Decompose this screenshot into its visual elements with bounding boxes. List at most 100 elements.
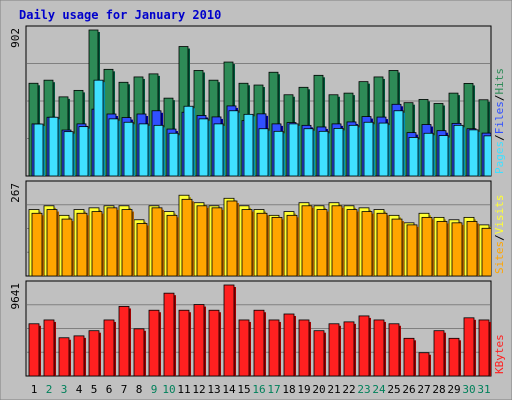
bar-kbytes-day-31 [478, 319, 490, 376]
x-tick-label-day-26: 26 [402, 383, 415, 396]
bar-kbytes-day-25 [388, 323, 400, 376]
bar-kbytes-day-17 [268, 319, 280, 376]
bar-sites-day-9 [151, 207, 163, 276]
bar-kbytes-day-30 [463, 317, 475, 376]
bar-sites-day-4 [76, 212, 88, 276]
bar-pages-day-28 [438, 135, 449, 176]
bar-sites-day-12 [196, 205, 208, 276]
x-tick-label-day-4: 4 [76, 383, 83, 396]
x-tick-label-day-3: 3 [61, 383, 68, 396]
bar-kbytes-day-5 [88, 330, 100, 376]
bar-kbytes-day-27 [418, 352, 430, 376]
x-tick-label-day-12: 12 [192, 383, 205, 396]
panel-legend: Pages/Files/Hits [493, 68, 506, 174]
bar-pages-day-17 [273, 130, 284, 176]
bar-kbytes-day-9 [148, 309, 160, 376]
chart-title: Daily usage for January 2010 [19, 8, 221, 22]
x-tick-label-day-5: 5 [91, 383, 98, 396]
x-tick-label-day-23: 23 [357, 383, 370, 396]
x-tick-label-day-15: 15 [237, 383, 250, 396]
bar-sites-day-22 [346, 209, 358, 276]
panel-kbytes: 9641 KBytes [9, 280, 506, 377]
bar-kbytes-day-22 [343, 321, 355, 376]
panel-bars [28, 29, 491, 176]
bar-kbytes-day-19 [298, 319, 310, 376]
bar-sites-day-11 [181, 198, 193, 276]
bar-kbytes-day-21 [328, 323, 340, 376]
panel-legend: Sites/Visits [493, 195, 506, 275]
bar-pages-day-1 [33, 123, 44, 176]
bar-pages-day-8 [138, 123, 149, 176]
bar-sites-day-14 [226, 200, 238, 276]
bar-hits-day-20 [313, 74, 324, 176]
bar-kbytes-day-15 [238, 319, 250, 376]
bar-sites-day-24 [376, 212, 388, 276]
bar-kbytes-day-20 [313, 330, 325, 376]
bar-pages-day-11 [183, 105, 194, 176]
bar-sites-day-2 [46, 209, 58, 276]
bar-sites-day-1 [31, 212, 43, 276]
bar-kbytes-day-4 [73, 335, 85, 376]
bar-kbytes-day-12 [193, 304, 205, 376]
legend-entry-visits: Visits [493, 195, 506, 235]
bar-kbytes-day-7 [118, 306, 130, 376]
bar-kbytes-day-23 [358, 315, 370, 376]
legend-separator: / [493, 134, 506, 141]
bar-pages-day-12 [198, 118, 209, 176]
bar-sites-day-17 [271, 216, 283, 276]
bar-kbytes-day-1 [28, 323, 40, 376]
bar-sites-day-19 [301, 205, 313, 276]
panel-scale-label: 902 [9, 28, 22, 48]
legend-separator: / [493, 95, 506, 102]
bar-kbytes-day-28 [433, 330, 445, 376]
x-tick-label-day-7: 7 [121, 383, 128, 396]
bar-sites-day-8 [136, 223, 148, 276]
bar-sites-day-5 [91, 211, 103, 276]
bar-sites-day-30 [466, 221, 478, 276]
bar-pages-day-23 [363, 121, 374, 176]
bar-kbytes-day-16 [253, 309, 265, 376]
panel-scale-label: 9641 [9, 283, 22, 310]
x-tick-label-day-16: 16 [252, 383, 265, 396]
bar-pages-day-9 [153, 124, 164, 176]
x-tick-label-day-1: 1 [31, 383, 38, 396]
panel-scale-label: 267 [9, 183, 22, 203]
bar-pages-day-21 [333, 128, 344, 176]
bar-sites-day-23 [361, 211, 373, 276]
bar-kbytes-day-6 [103, 319, 115, 376]
x-axis-labels: 1 2 3 4 5 6 7 8 9 10 11 12 13 14 15 16 17 18 19 20 21 22 23 24 2… [31, 383, 491, 396]
x-tick-label-day-13: 13 [207, 383, 220, 396]
x-tick-label-day-8: 8 [136, 383, 143, 396]
x-tick-label-day-24: 24 [372, 383, 386, 396]
bar-pages-day-26 [408, 137, 419, 176]
bar-pages-day-15 [243, 113, 254, 176]
x-tick-label-day-9: 9 [151, 383, 158, 396]
bar-sites-day-25 [391, 218, 403, 276]
bar-pages-day-20 [318, 130, 329, 176]
x-tick-label-day-11: 11 [177, 383, 190, 396]
legend-separator: / [493, 234, 506, 241]
bar-pages-day-18 [288, 123, 299, 176]
x-tick-label-day-6: 6 [106, 383, 113, 396]
bar-sites-day-10 [166, 214, 178, 276]
bar-sites-day-15 [241, 209, 253, 276]
bar-sites-day-27 [421, 216, 433, 276]
bar-sites-day-31 [481, 227, 491, 276]
bar-kbytes-day-10 [163, 292, 175, 376]
x-tick-label-day-17: 17 [267, 383, 280, 396]
bar-pages-day-25 [393, 110, 404, 176]
panel-legend: KBytes [493, 334, 506, 374]
bar-pages-day-27 [423, 132, 434, 176]
bar-pages-day-31 [483, 135, 491, 176]
panel-visits-sites: 267 Sites/Visits [9, 180, 506, 277]
panel-hits-files-pages: 902 Pages/Files/Hits [9, 25, 506, 177]
bar-sites-day-28 [436, 221, 448, 276]
bar-sites-day-7 [121, 209, 133, 276]
legend-entry-kbytes: KBytes [493, 334, 506, 374]
panel-bars [28, 194, 491, 276]
bar-pages-day-19 [303, 128, 314, 176]
bar-pages-day-14 [228, 110, 239, 176]
bar-pages-day-5 [93, 79, 104, 176]
x-tick-label-day-22: 22 [342, 383, 355, 396]
